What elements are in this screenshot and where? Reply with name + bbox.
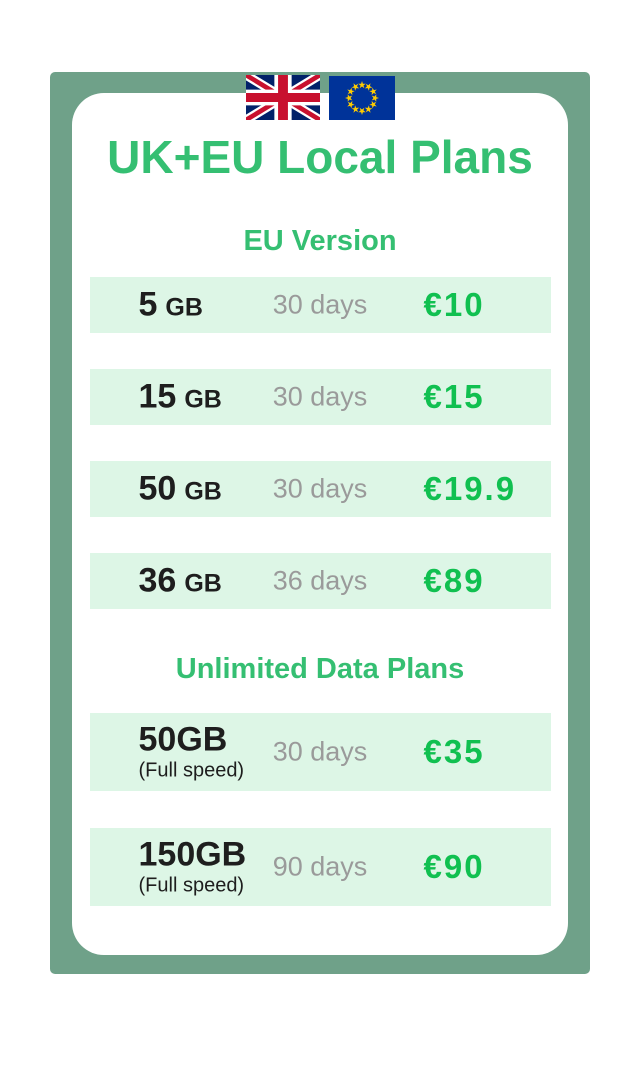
plan-amount: 36 GB — [139, 564, 222, 599]
plan-price: €35 — [423, 733, 485, 770]
plan-amount-value: 15 — [138, 377, 177, 416]
plan-price: €89 — [423, 562, 485, 599]
plan-amount-unit: GB — [184, 385, 222, 414]
plan-amount-note: (Full speed) — [138, 759, 245, 782]
section-heading-unlimited: Unlimited Data Plans — [175, 653, 465, 685]
flags-row — [50, 75, 590, 120]
plan-amount: 50GB (Full speed) — [139, 723, 245, 782]
section-heading-eu-version: EU Version — [243, 225, 397, 257]
unlimited-rows: 50GB (Full speed) 30 days €35 150GB (Ful… — [72, 713, 568, 906]
eu-version-rows: 5 GB 30 days €10 15 GB 30 days €15 50 GB 30… — [72, 277, 568, 609]
plan-duration: 30 days — [272, 381, 368, 412]
plan-duration: 30 days — [272, 736, 368, 767]
plan-amount-unit: GB — [184, 477, 222, 506]
plan-row-150gb-fullspeed: 150GB (Full speed) 90 days €90 — [89, 828, 551, 906]
plan-row-50gb: 50 GB 30 days €19.9 — [89, 461, 551, 517]
plan-duration: 30 days — [272, 289, 368, 320]
plan-amount-value: 150GB — [138, 835, 247, 874]
plan-duration: 90 days — [272, 851, 368, 882]
plan-row-50gb-fullspeed: 50GB (Full speed) 30 days €35 — [89, 713, 551, 791]
plan-amount-note: (Full speed) — [138, 874, 245, 897]
plan-row-15gb: 15 GB 30 days €15 — [89, 369, 551, 425]
plan-duration: 36 days — [272, 565, 368, 596]
plan-amount-unit: GB — [165, 293, 203, 322]
plan-row-5gb: 5 GB 30 days €10 — [89, 277, 551, 333]
page-title: UK+EU Local Plans — [107, 131, 533, 183]
plan-price: €10 — [423, 286, 485, 323]
plan-amount-value: 50 — [138, 469, 177, 508]
plan-card: UK+EU Local Plans EU Version 5 GB 30 days… — [72, 93, 568, 955]
plan-duration: 30 days — [272, 473, 368, 504]
plan-amount-unit: GB — [184, 569, 222, 598]
plan-amount: 150GB (Full speed) — [139, 838, 247, 897]
plan-amount: 5 GB — [139, 288, 203, 323]
plan-row-36gb: 36 GB 36 days €89 — [89, 553, 551, 609]
plan-amount-value: 36 — [138, 561, 177, 600]
plan-price: €19.9 — [423, 470, 517, 507]
plan-amount: 15 GB — [139, 380, 222, 415]
plan-amount-value: 50GB — [138, 720, 228, 759]
eu-flag-icon — [328, 76, 395, 120]
uk-flag-icon — [245, 75, 320, 120]
plan-price: €90 — [423, 848, 485, 885]
plan-card-frame: UK+EU Local Plans EU Version 5 GB 30 days… — [50, 72, 590, 974]
plan-price: €15 — [423, 378, 485, 415]
plan-amount: 50 GB — [139, 472, 222, 507]
plan-amount-value: 5 — [138, 285, 158, 324]
